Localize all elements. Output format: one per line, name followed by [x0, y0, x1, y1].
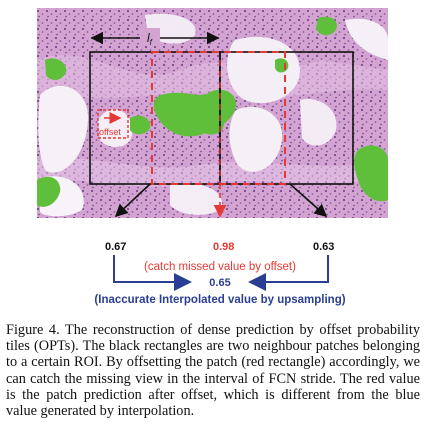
stride-label: lf [147, 31, 153, 47]
interp-value: 0.65 [209, 277, 230, 289]
offset-box [97, 109, 129, 139]
catch-note: (catch missed value by offset) [144, 261, 296, 273]
interp-bracket-right [248, 255, 329, 291]
interp-bracket-left [113, 255, 192, 291]
value-right: 0.63 [313, 241, 334, 253]
caption-label: Figure 4. [6, 322, 60, 338]
figure-caption: Figure 4. The reconstruction of dense pr… [6, 322, 420, 419]
interp-note: (Inaccurate Interpolated value by upsamp… [94, 294, 345, 306]
value-mid: 0.98 [213, 241, 234, 253]
caption-text: The reconstruction of dense prediction b… [6, 322, 421, 420]
offset-label: offset [99, 127, 121, 137]
value-left: 0.67 [105, 241, 126, 253]
arrow-right-value [289, 183, 328, 218]
arrow-left-value [114, 183, 151, 218]
patch-offset [151, 51, 286, 185]
